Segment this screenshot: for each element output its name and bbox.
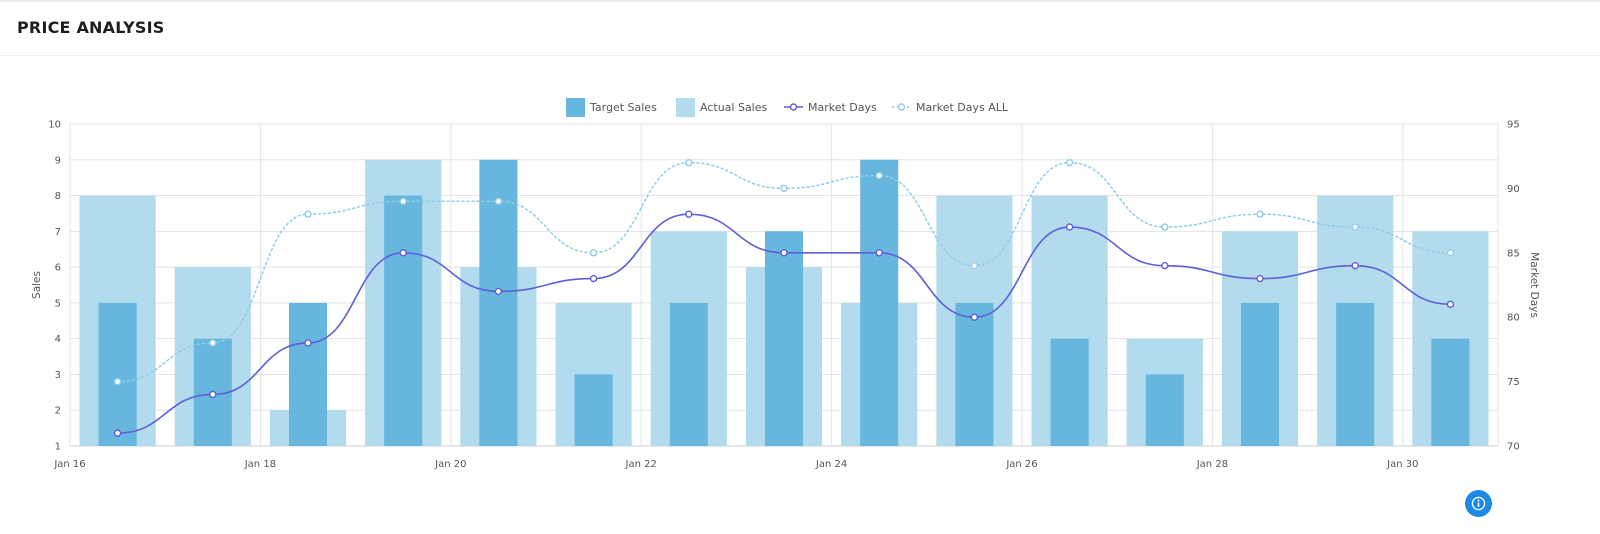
target-sales-bar	[479, 159, 518, 446]
market-days-all-point	[875, 171, 883, 180]
market-days-all-point	[304, 210, 312, 218]
market-days-all-line	[113, 158, 1455, 386]
x-tick-label: Jan 20	[434, 459, 466, 470]
legend-marker-market-days-all	[897, 103, 906, 111]
target-sales-bar	[288, 302, 328, 446]
market-days-all-point	[494, 197, 503, 205]
market-days-all-point	[399, 197, 407, 205]
y-left-axis-title: Sales	[31, 271, 43, 299]
y-right-tick-label: 70	[1507, 442, 1520, 453]
y-left-tick-label: 10	[48, 120, 61, 131]
market-days-point	[1161, 261, 1169, 270]
chart-legend[interactable]: Target Sales Actual Sales Market Days Marke…	[566, 98, 1009, 117]
y-left-tick-label: 4	[55, 334, 61, 345]
target-sales-bar	[384, 195, 423, 446]
y-left-tick-label: 1	[55, 442, 61, 453]
target-sales-bar	[1240, 302, 1280, 446]
target-sales-bar	[1336, 302, 1375, 446]
market-days-point	[494, 287, 503, 296]
y-right-tick-label: 75	[1507, 377, 1520, 388]
y-right-tick-label: 95	[1507, 120, 1520, 131]
target-sales-bar	[98, 302, 137, 446]
x-tick-label: Jan 22	[625, 459, 657, 470]
legend-label: Target Sales	[589, 101, 657, 114]
market-days-all-point	[1351, 223, 1359, 231]
market-days-path	[116, 213, 1452, 434]
target-sales-bar	[669, 302, 708, 446]
y-left-tick-label: 8	[55, 191, 61, 202]
market-days-line	[113, 210, 1455, 437]
market-days-all-point	[1256, 210, 1264, 218]
market-days-point	[1446, 300, 1455, 309]
target-sales-bar	[764, 231, 804, 446]
market-days-point	[875, 249, 883, 257]
top-rule	[0, 0, 1600, 2]
target-sales-bar	[574, 374, 613, 446]
market-days-point	[970, 313, 979, 321]
target-sales-bar	[1431, 338, 1470, 446]
y-right-tick-label: 90	[1507, 184, 1520, 195]
y-left-tick-label: 2	[55, 406, 61, 417]
market-days-point	[780, 249, 788, 257]
y-left-tick-label: 3	[55, 370, 61, 381]
target-sales-bar	[860, 159, 899, 446]
y-left-tick-label: 5	[55, 298, 61, 309]
market-days-point	[685, 210, 693, 218]
market-days-all-point	[589, 249, 598, 257]
page-title: PRICE ANALYSIS	[17, 18, 165, 37]
legend-swatch-actual	[676, 98, 695, 117]
market-days-all-point	[1446, 249, 1455, 257]
target-sales-bar	[955, 302, 994, 446]
market-days-point	[399, 249, 407, 257]
market-days-point	[113, 429, 122, 437]
y-right-tick-label: 85	[1507, 248, 1520, 259]
x-tick-label: Jan 24	[815, 459, 847, 470]
legend-label: Actual Sales	[700, 101, 768, 114]
legend-label: Market Days	[808, 101, 877, 114]
market-days-point	[1065, 223, 1074, 231]
x-tick-label: Jan 18	[244, 459, 276, 470]
y-right-tick-label: 80	[1507, 313, 1520, 324]
market-days-point	[304, 339, 312, 347]
legend-swatch-target	[566, 98, 585, 117]
legend-label: Market Days ALL	[916, 101, 1009, 114]
market-days-all-point	[685, 158, 693, 167]
market-days-all-point	[113, 377, 122, 386]
market-days-point	[589, 274, 598, 283]
x-tick-label: Jan 16	[53, 459, 85, 470]
market-days-point	[1256, 274, 1264, 283]
market-days-all-point	[1065, 158, 1074, 167]
target-sales-bar	[1145, 374, 1184, 446]
target-sales-bars	[98, 159, 1470, 446]
market-days-all-point	[970, 261, 979, 270]
info-button[interactable]	[1465, 490, 1492, 517]
card-header: PRICE ANALYSIS	[0, 2, 1600, 56]
market-days-point	[209, 390, 217, 399]
x-tick-label: Jan 30	[1386, 459, 1418, 470]
legend-marker-market-days	[789, 103, 798, 111]
info-icon	[1471, 496, 1486, 511]
y-right-axis-title: Market Days	[1528, 252, 1540, 318]
x-tick-label: Jan 26	[1005, 459, 1037, 470]
market-days-all-point	[1161, 223, 1169, 231]
market-days-point	[1351, 261, 1359, 270]
market-days-all-point	[780, 184, 788, 193]
x-tick-label: Jan 28	[1196, 459, 1228, 470]
chart-axes: 1 2 3 4 5 6 7 8 9 10 70 75 80 85 90 95 Jan 16 Jan 18 Jan 2…	[31, 120, 1540, 471]
y-left-tick-label: 6	[55, 263, 61, 274]
market-days-all-point	[209, 339, 217, 347]
target-sales-bar	[1050, 338, 1089, 446]
y-left-tick-label: 9	[55, 155, 61, 166]
y-left-tick-label: 7	[55, 227, 61, 238]
